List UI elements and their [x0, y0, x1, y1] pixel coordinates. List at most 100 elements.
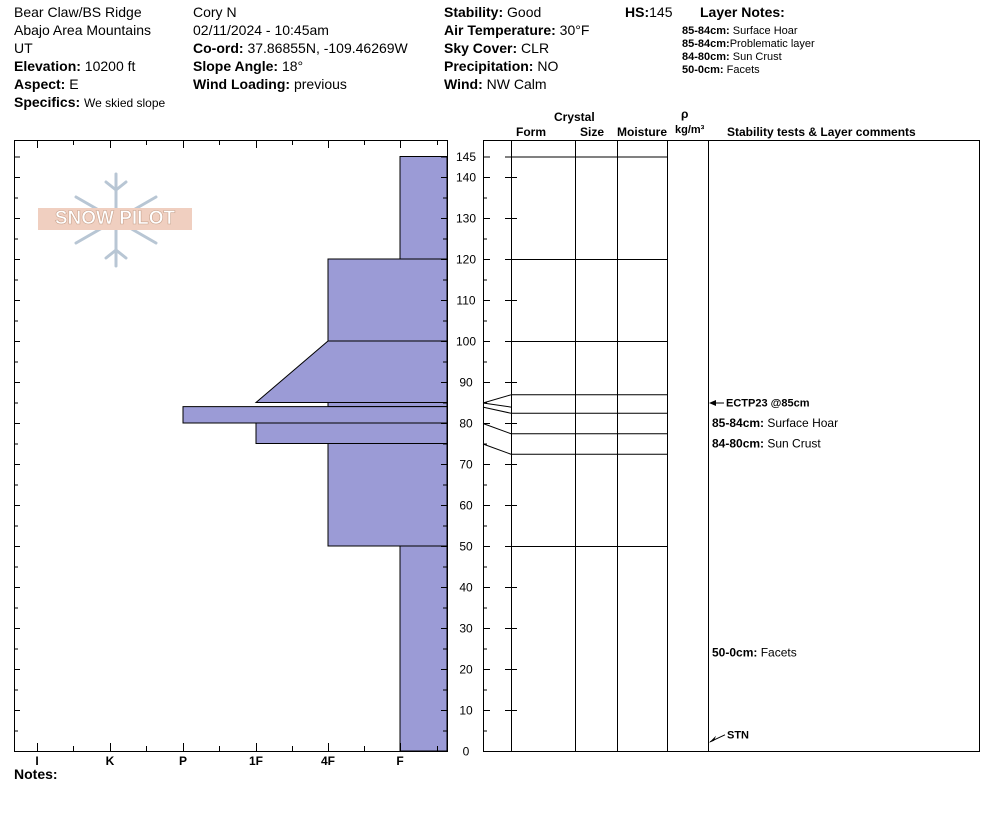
comment-value: Sun Crust [767, 437, 821, 451]
sky-label: Sky Cover: [444, 40, 518, 56]
layer-connector [482, 423, 512, 435]
layer-note-text: Problematic layer [729, 38, 815, 50]
air-temperature: Air Temperature: 30°F [444, 22, 589, 38]
comment-label: 84-80cm: [712, 437, 767, 451]
depth-tick-label: 140 [456, 171, 476, 185]
notes-label: Notes: [14, 766, 58, 782]
hardness-layer [399, 545, 448, 752]
coordinates: Co-ord: 37.86855N, -109.46269W [193, 40, 408, 56]
hardness-profile [182, 156, 448, 752]
hardness-layer [182, 406, 448, 424]
aspect: Aspect: E [14, 76, 79, 92]
elevation: Elevation: 10200 ft [14, 58, 135, 74]
specifics-label: Specifics: [14, 94, 81, 110]
comment-value: Surface Hoar [767, 416, 838, 430]
comment-text: STN [727, 729, 749, 741]
wind-label: Wind: [444, 76, 483, 92]
depth-tick-label: 90 [459, 376, 473, 390]
layer-connector [482, 402, 512, 408]
state: UT [14, 40, 33, 56]
air-temp-label: Air Temperature: [444, 22, 556, 38]
hardness-tick-label: P [179, 754, 187, 768]
layer-connector [482, 443, 512, 455]
hardness-tick-label: 4F [321, 754, 335, 768]
hardness-layer [399, 156, 448, 260]
layer-note: 85-84cm: Surface Hoar [682, 25, 798, 37]
comment-arrowhead [709, 735, 716, 743]
sky-cover: Sky Cover: CLR [444, 40, 549, 56]
hardness-layer [327, 402, 448, 408]
chart-frames [14, 140, 980, 752]
stability-label: Stability: [444, 4, 504, 20]
hardness-tick-label: K [106, 754, 115, 768]
layer-note-text: Surface Hoar [732, 25, 798, 37]
comment-label: 50-0cm: [712, 646, 761, 660]
depth-tick-label: 120 [456, 253, 476, 267]
layer-note-range: 85-84cm: [682, 38, 730, 50]
col-form: Form [516, 125, 546, 139]
comment-label: 85-84cm: [712, 416, 767, 430]
specifics: Specifics: We skied slope [14, 94, 165, 111]
depth-tick-label: 40 [459, 581, 473, 595]
slope-angle: Slope Angle: 18° [193, 58, 303, 74]
comment-text: 85-84cm: Surface Hoar [712, 416, 838, 430]
slope-value: 18° [281, 58, 304, 74]
precipitation: Precipitation: NO [444, 58, 558, 74]
layer-note: 84-80cm: Sun Crust [682, 51, 782, 63]
hs-value: 145 [649, 4, 673, 20]
col-size: Size [580, 125, 605, 139]
elevation-label: Elevation: [14, 58, 81, 74]
layer-note-range: 84-80cm: [682, 51, 730, 63]
coord-label: Co-ord: [193, 40, 244, 56]
layer-grid [482, 156, 667, 547]
depth-tick-label: 0 [463, 745, 470, 759]
sky-value: CLR [521, 40, 550, 56]
wind-value: NW Calm [486, 76, 547, 92]
depth-axis: 0 10 20 30 40 50 60 70 80 90 100 110 120 130 140 145 [14, 150, 517, 759]
depth-tick-label: 30 [459, 622, 473, 636]
hardness-tick-label: F [396, 754, 403, 768]
elevation-value: 10200 ft [84, 58, 136, 74]
air-temp-value: 30°F [559, 22, 590, 38]
col-comments: Stability tests & Layer comments [727, 125, 916, 139]
hardness-layer [327, 443, 448, 547]
comment-arrowhead [709, 400, 716, 406]
specifics-value: We skied slope [84, 96, 166, 110]
layer-connector [482, 406, 512, 414]
hs-label: HS: [625, 4, 650, 20]
hardness-layer [254, 340, 448, 403]
layer-table-frame [483, 140, 980, 752]
wind: Wind: NW Calm [444, 76, 547, 92]
hardness-layer [327, 258, 448, 342]
layer-note-range: 85-84cm: [682, 25, 730, 37]
coord-value: 37.86855N, -109.46269W [247, 40, 408, 56]
stability-value: Good [507, 4, 542, 20]
col-rho: ρ [681, 107, 689, 121]
snowpilot-logo: SNOW PILOT [36, 170, 196, 270]
depth-tick-label: 80 [459, 417, 473, 431]
location-name: Bear Claw/BS Ridge [14, 4, 142, 20]
depth-tick-label: 100 [456, 335, 476, 349]
depth-tick-label: 145 [456, 150, 476, 164]
wind-loading: Wind Loading: previous [193, 76, 347, 92]
hardness-tick-label: I [35, 754, 38, 768]
hardness-axis: I K P 1F 4F F [35, 140, 438, 768]
wind-loading-value: previous [293, 76, 347, 92]
layer-note-text: Facets [726, 64, 760, 76]
depth-tick-label: 10 [459, 704, 473, 718]
hardness-tick-label: 1F [249, 754, 263, 768]
layer-note: 50-0cm: Facets [682, 64, 760, 76]
wind-loading-label: Wind Loading: [193, 76, 291, 92]
hs: HS:145 [625, 4, 672, 20]
layer-notes-title: Layer Notes: [700, 4, 785, 20]
depth-tick-label: 70 [459, 458, 473, 472]
depth-tick-label: 130 [456, 212, 476, 226]
datetime: 02/11/2024 - 10:45am [193, 22, 329, 38]
aspect-value: E [69, 76, 79, 92]
precip-label: Precipitation: [444, 58, 534, 74]
slope-label: Slope Angle: [193, 58, 279, 74]
comment-text: 50-0cm: Facets [712, 646, 797, 660]
layer-note-range: 50-0cm: [682, 64, 724, 76]
stability: Stability: Good [444, 4, 541, 20]
